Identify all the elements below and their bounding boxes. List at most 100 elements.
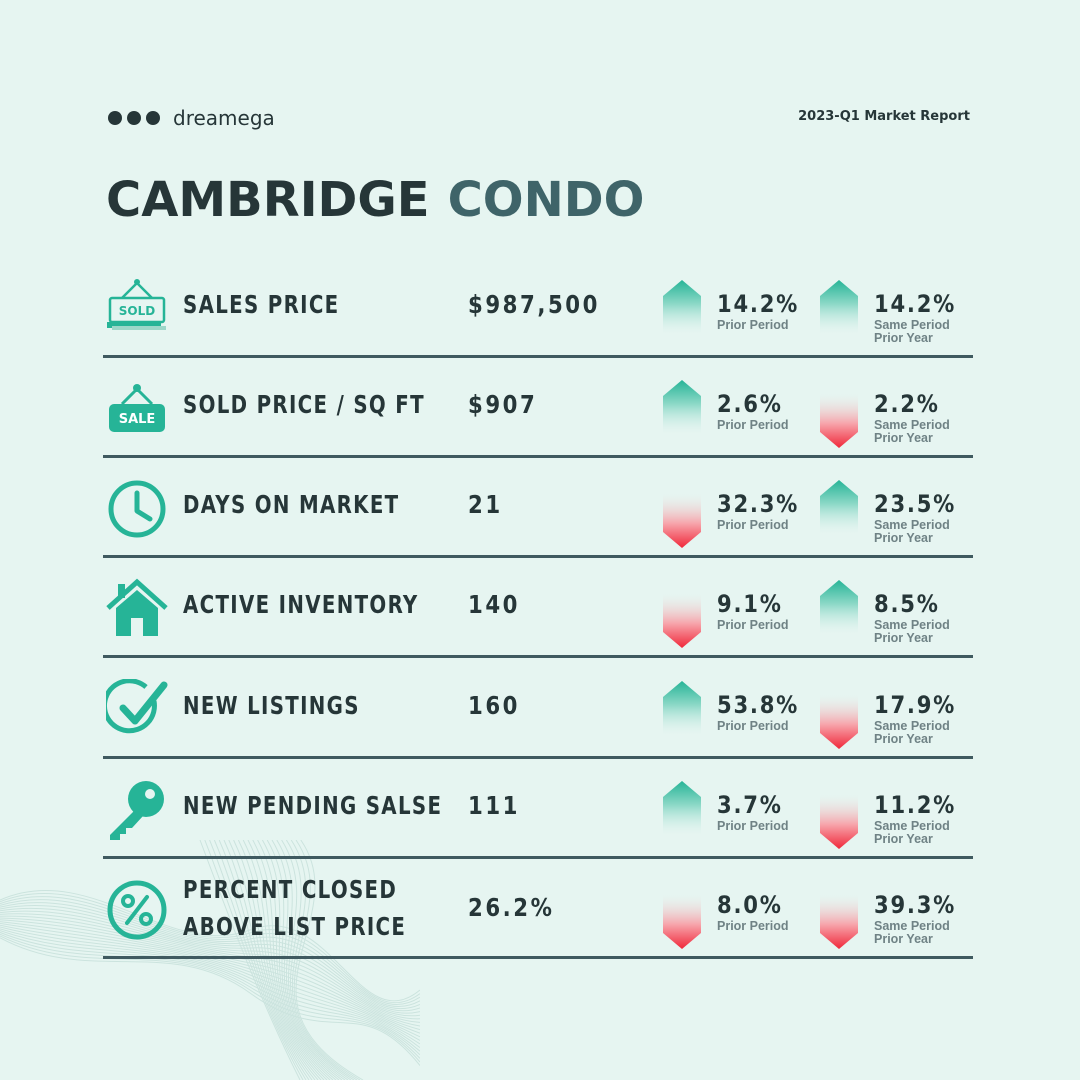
change-percent: 53.8% xyxy=(717,691,800,719)
metric-value: 111 xyxy=(468,791,521,820)
prior-period-change: 14.2% Prior Period xyxy=(663,258,823,358)
change-caption: Prior Year xyxy=(874,431,933,445)
metric-row: DAYS ON MARKET 21 32.3% Prior Period 23.5… xyxy=(103,458,973,558)
svg-text:SALE: SALE xyxy=(119,412,156,427)
metric-label: SOLD PRICE / SQ FT xyxy=(183,390,425,419)
metric-row: SALE SOLD PRICE / SQ FT $907 2.6% Prior Pe… xyxy=(103,358,973,458)
row-divider xyxy=(103,856,973,859)
trend-down-arrow-icon xyxy=(663,494,701,548)
trend-down-arrow-icon xyxy=(820,795,858,849)
change-caption: Prior Year xyxy=(874,832,933,846)
change-percent: 2.6% xyxy=(717,390,783,418)
house-icon xyxy=(106,578,168,640)
change-caption: Same Period xyxy=(874,518,950,532)
change-percent: 39.3% xyxy=(874,891,957,919)
change-percent: 9.1% xyxy=(717,590,783,618)
trend-up-arrow-icon xyxy=(663,380,701,434)
clock-icon xyxy=(106,478,168,540)
prior-year-change: 2.2% Same Period Prior Year xyxy=(820,358,980,458)
metric-row: NEW LISTINGS 160 53.8% Prior Period 17.9%… xyxy=(101,659,973,759)
trend-up-arrow-icon xyxy=(663,681,701,735)
header: dreamega 2023-Q1 Market Report xyxy=(108,102,970,134)
logo: dreamega xyxy=(108,102,275,134)
prior-year-change: 17.9% Same Period Prior Year xyxy=(820,659,980,759)
trend-down-arrow-icon xyxy=(820,394,858,448)
metric-value: $907 xyxy=(468,390,538,419)
change-percent: 14.2% xyxy=(874,290,957,318)
change-caption: Prior Period xyxy=(717,618,789,632)
change-caption: Prior Period xyxy=(717,418,789,432)
prior-period-change: 53.8% Prior Period xyxy=(663,659,823,759)
prior-year-change: 8.5% Same Period Prior Year xyxy=(820,558,980,658)
change-caption: Same Period xyxy=(874,819,950,833)
change-percent: 17.9% xyxy=(874,691,957,719)
prior-year-change: 14.2% Same Period Prior Year xyxy=(820,258,980,358)
prior-period-change: 3.7% Prior Period xyxy=(663,759,823,859)
change-percent: 3.7% xyxy=(717,791,783,819)
change-caption: Prior Year xyxy=(874,631,933,645)
change-percent: 14.2% xyxy=(717,290,800,318)
prior-period-change: 8.0% Prior Period xyxy=(663,859,823,959)
change-caption: Same Period xyxy=(874,618,950,632)
metric-label: PERCENT CLOSED ABOVE LIST PRICE xyxy=(183,875,407,941)
metric-label: DAYS ON MARKET xyxy=(183,490,400,519)
row-divider xyxy=(103,555,973,558)
metric-row: PERCENT CLOSED ABOVE LIST PRICE 26.2% 8.0%… xyxy=(103,859,973,959)
metric-value: 140 xyxy=(468,590,521,619)
svg-text:SOLD: SOLD xyxy=(119,304,155,318)
change-caption: Same Period xyxy=(874,318,950,332)
change-percent: 32.3% xyxy=(717,490,800,518)
key-icon xyxy=(106,779,168,841)
metric-label: NEW LISTINGS xyxy=(183,691,360,720)
change-percent: 2.2% xyxy=(874,390,940,418)
trend-up-arrow-icon xyxy=(663,280,701,334)
trend-down-arrow-icon xyxy=(663,895,701,949)
checkmark-icon xyxy=(101,678,168,741)
metric-label: ACTIVE INVENTORY xyxy=(183,590,419,619)
change-caption: Prior Period xyxy=(717,318,789,332)
prior-period-change: 32.3% Prior Period xyxy=(663,458,823,558)
report-title: 2023-Q1 Market Report xyxy=(798,109,970,124)
prior-period-change: 2.6% Prior Period xyxy=(663,358,823,458)
change-caption: Prior Period xyxy=(717,518,789,532)
change-caption: Prior Year xyxy=(874,531,933,545)
metric-value: $987,500 xyxy=(468,290,600,319)
row-divider xyxy=(103,756,973,759)
logo-dots-icon xyxy=(108,111,160,125)
prior-year-change: 11.2% Same Period Prior Year xyxy=(820,759,980,859)
metric-row: NEW PENDING SALSE 111 3.7% Prior Period 1… xyxy=(103,759,973,859)
metric-label: NEW PENDING SALSE xyxy=(183,791,443,820)
trend-up-arrow-icon xyxy=(820,480,858,534)
change-caption: Prior Period xyxy=(717,919,789,933)
trend-down-arrow-icon xyxy=(663,594,701,648)
metric-label: SALES PRICE xyxy=(183,290,340,319)
change-caption: Prior Year xyxy=(874,932,933,946)
row-divider xyxy=(103,455,973,458)
percent-icon xyxy=(106,879,168,941)
change-caption: Same Period xyxy=(874,719,950,733)
metric-value: 26.2% xyxy=(468,893,555,922)
trend-up-arrow-icon xyxy=(820,580,858,634)
title-property-type: CONDO xyxy=(447,172,645,228)
sold-sign-icon: SOLD xyxy=(106,278,168,340)
trend-down-arrow-icon xyxy=(820,695,858,749)
metric-value: 21 xyxy=(468,490,503,519)
change-caption: Same Period xyxy=(874,919,950,933)
metric-value: 160 xyxy=(468,691,521,720)
title-city: CAMBRIDGE xyxy=(106,172,430,228)
prior-year-change: 39.3% Same Period Prior Year xyxy=(820,859,980,959)
prior-period-change: 9.1% Prior Period xyxy=(663,558,823,658)
row-divider xyxy=(103,355,973,358)
sale-tag-icon: SALE xyxy=(106,380,168,442)
change-percent: 23.5% xyxy=(874,490,957,518)
change-percent: 11.2% xyxy=(874,791,957,819)
brand-name: dreamega xyxy=(173,106,275,130)
prior-year-change: 23.5% Same Period Prior Year xyxy=(820,458,980,558)
trend-down-arrow-icon xyxy=(820,895,858,949)
change-caption: Prior Year xyxy=(874,331,933,345)
change-percent: 8.5% xyxy=(874,590,940,618)
change-caption: Prior Year xyxy=(874,732,933,746)
metric-row: ACTIVE INVENTORY 140 9.1% Prior Period 8.… xyxy=(103,558,973,658)
background-wave-decoration xyxy=(0,840,420,1080)
change-caption: Prior Period xyxy=(717,719,789,733)
